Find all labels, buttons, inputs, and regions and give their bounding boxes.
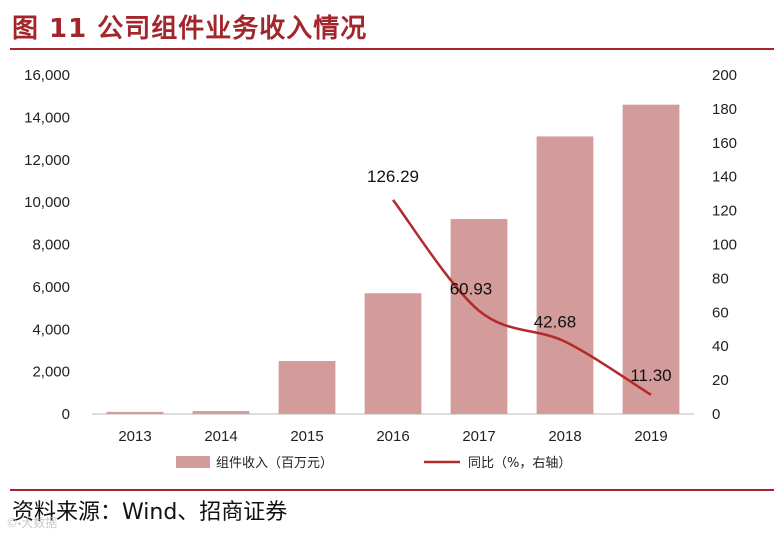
source-note: 资料来源：Wind、招商证券	[12, 500, 288, 525]
watermark: ©⬝大数据	[6, 516, 58, 530]
x-tick-label: 2017	[462, 428, 495, 445]
line-data-label: 11.30	[630, 366, 671, 385]
bar	[622, 104, 680, 414]
y-left-tick-label: 0	[62, 406, 70, 423]
y-left-axis: 0 2,000 4,000 6,000 8,000 10,000 12,000 14,000 1…	[24, 67, 70, 423]
y-right-tick-label: 100	[712, 237, 737, 254]
bar	[364, 293, 422, 414]
x-tick-label: 2019	[634, 428, 667, 445]
legend-label-bar: 组件收入（百万元）	[216, 456, 333, 471]
legend-label-line: 同比（%，右轴）	[468, 456, 571, 471]
y-right-tick-label: 120	[712, 203, 737, 220]
y-left-tick-label: 4,000	[32, 321, 70, 338]
line-data-label: 126.29	[367, 167, 419, 186]
bar-series	[106, 104, 680, 414]
y-right-tick-label: 40	[712, 338, 729, 355]
y-right-tick-label: 200	[712, 67, 737, 84]
y-right-axis: 0 20 40 60 80 100 120 140 160 180 200	[712, 67, 737, 423]
y-right-tick-label: 140	[712, 169, 737, 186]
y-right-tick-label: 20	[712, 372, 729, 389]
line-path	[392, 199, 652, 396]
x-tick-label: 2014	[204, 428, 237, 445]
bar	[106, 411, 164, 414]
title-divider	[10, 48, 774, 50]
line-data-label: 60.93	[450, 280, 493, 299]
y-right-tick-label: 160	[712, 135, 737, 152]
bar	[192, 411, 250, 414]
bar	[278, 361, 336, 414]
chart-title: 图 11 公司组件业务收入情况	[12, 14, 368, 44]
x-tick-label: 2015	[290, 428, 323, 445]
legend-swatch-bar	[176, 456, 210, 468]
y-right-tick-label: 180	[712, 101, 737, 118]
x-tick-label: 2016	[376, 428, 409, 445]
footer-divider	[10, 489, 774, 491]
y-right-tick-label: 60	[712, 304, 729, 321]
y-left-tick-label: 6,000	[32, 279, 70, 296]
line-data-label: 42.68	[534, 313, 577, 332]
line-series: 126.29 60.93 42.68 11.30	[367, 167, 672, 396]
x-tick-label: 2018	[548, 428, 581, 445]
x-axis: 2013 2014 2015 2016 2017 2018 2019	[92, 413, 694, 445]
legend: 组件收入（百万元） 同比（%，右轴）	[176, 456, 571, 471]
bar	[536, 136, 594, 414]
y-left-tick-label: 16,000	[24, 67, 70, 84]
y-left-tick-label: 8,000	[32, 237, 70, 254]
y-right-tick-label: 80	[712, 270, 729, 287]
y-left-tick-label: 14,000	[24, 109, 70, 126]
bar	[450, 219, 508, 414]
combo-chart: 0 2,000 4,000 6,000 8,000 10,000 12,000 14,000 1…	[24, 67, 737, 471]
y-right-tick-label: 0	[712, 406, 720, 423]
y-left-tick-label: 2,000	[32, 364, 70, 381]
x-tick-label: 2013	[118, 428, 151, 445]
y-left-tick-label: 10,000	[24, 194, 70, 211]
y-left-tick-label: 12,000	[24, 152, 70, 169]
